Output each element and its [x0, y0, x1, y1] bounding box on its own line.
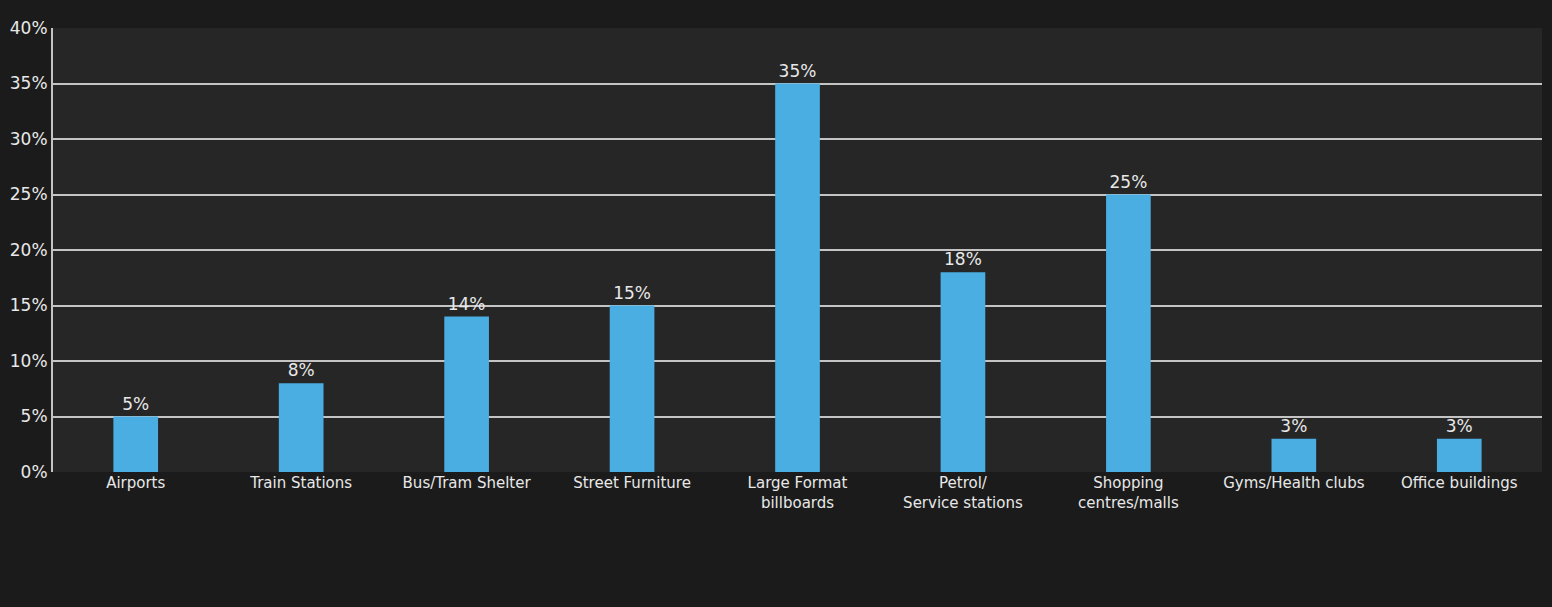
svg-text:15%: 15% [10, 295, 48, 315]
svg-text:Gyms/Health clubs: Gyms/Health clubs [1223, 474, 1364, 492]
svg-text:0%: 0% [21, 462, 48, 482]
svg-text:25%: 25% [1109, 172, 1147, 192]
svg-text:30%: 30% [10, 129, 48, 149]
svg-text:Large Formatbillboards: Large Formatbillboards [748, 474, 848, 512]
svg-text:14%: 14% [448, 294, 486, 314]
svg-text:Office buildings: Office buildings [1401, 474, 1518, 492]
svg-text:8%: 8% [288, 360, 315, 380]
svg-text:5%: 5% [21, 406, 48, 426]
svg-text:3%: 3% [1280, 416, 1307, 436]
svg-text:35%: 35% [779, 61, 817, 81]
svg-text:15%: 15% [613, 283, 651, 303]
svg-text:Street Furniture: Street Furniture [573, 474, 691, 492]
svg-text:18%: 18% [944, 249, 982, 269]
svg-text:Petrol/Service stations: Petrol/Service stations [903, 474, 1023, 512]
svg-text:3%: 3% [1446, 416, 1473, 436]
svg-text:40%: 40% [10, 18, 48, 38]
svg-text:Train Stations: Train Stations [249, 474, 352, 492]
svg-text:5%: 5% [122, 394, 149, 414]
svg-text:Airports: Airports [106, 474, 165, 492]
svg-text:Bus/Tram Shelter: Bus/Tram Shelter [403, 474, 532, 492]
svg-text:Shoppingcentres/malls: Shoppingcentres/malls [1078, 474, 1179, 512]
svg-text:35%: 35% [10, 73, 48, 93]
svg-text:25%: 25% [10, 184, 48, 204]
svg-text:20%: 20% [10, 240, 48, 260]
svg-text:10%: 10% [10, 351, 48, 371]
